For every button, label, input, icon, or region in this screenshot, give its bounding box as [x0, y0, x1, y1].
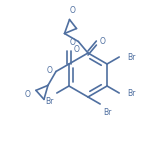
Text: O: O [47, 66, 53, 75]
Text: Br: Br [45, 97, 54, 106]
Text: O: O [69, 38, 75, 47]
Text: O: O [25, 90, 31, 99]
Text: Br: Br [103, 108, 112, 117]
Text: O: O [99, 37, 105, 46]
Text: O: O [70, 6, 76, 14]
Text: Br: Br [127, 52, 136, 61]
Text: O: O [74, 45, 80, 54]
Text: Br: Br [127, 88, 136, 97]
